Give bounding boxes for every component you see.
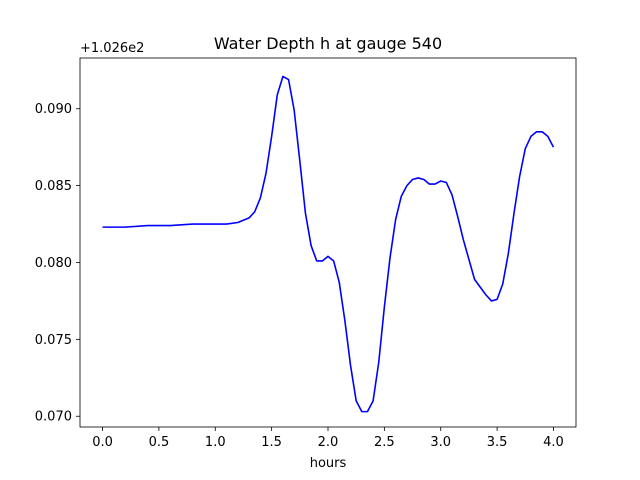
y-tick-label: 0.085: [35, 179, 72, 194]
x-tick-label: 0.5: [149, 435, 170, 450]
y-tick-label: 0.075: [35, 333, 72, 348]
x-tick-label: 2.0: [318, 435, 339, 450]
y-tick-label: 0.090: [35, 102, 72, 117]
x-tick-label: 3.0: [430, 435, 451, 450]
series-line-1: [102, 75, 555, 413]
x-tick-label: 2.5: [374, 435, 395, 450]
x-tick-label: 0.0: [92, 435, 113, 450]
x-tick-label: 1.0: [205, 435, 226, 450]
x-tick-label: 4.0: [543, 435, 564, 450]
y-tick-label: 0.070: [35, 410, 72, 425]
chart-title: Water Depth h at gauge 540: [214, 34, 442, 53]
plot-area: 0.0 0.5 1.0 1.5 2.0 2.5 3.0 3.5 4.0 0.070 0.075 0.0…: [35, 57, 577, 450]
x-axis-label: hours: [310, 456, 347, 471]
x-tick-label: 3.5: [487, 435, 508, 450]
y-offset-label: +1.026e2: [80, 41, 144, 56]
x-tick-label: 1.5: [261, 435, 282, 450]
y-tick-label: 0.080: [35, 256, 72, 271]
